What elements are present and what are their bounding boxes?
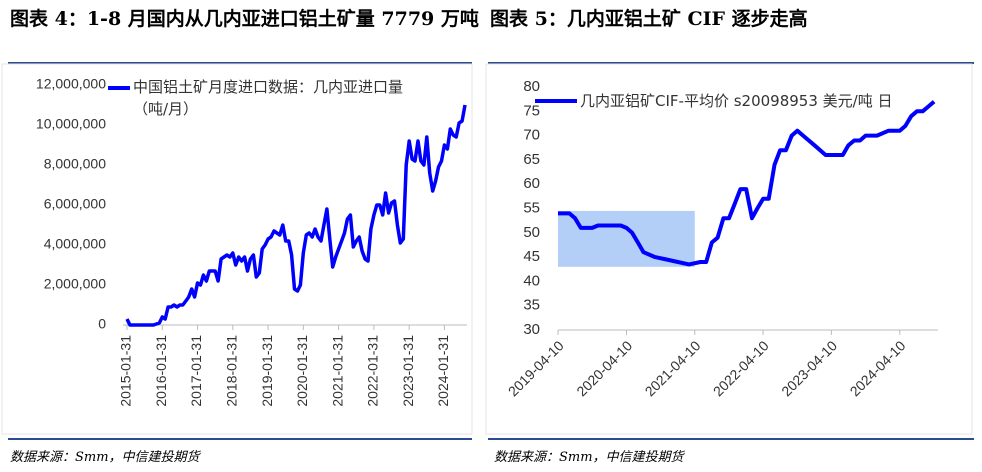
x-tick-label: 2022-01-31 <box>365 335 381 407</box>
y-tick-label: 75 <box>523 102 540 119</box>
y-tick-label: 55 <box>523 199 540 216</box>
x-tick-label: 2022-04-10 <box>710 337 772 399</box>
highlight-box <box>558 210 695 267</box>
x-tick-label: 2023-01-31 <box>400 335 416 407</box>
y-tick-label: 8,000,000 <box>44 156 106 172</box>
y-tick-label: 40 <box>523 272 540 289</box>
y-tick-label: 30 <box>523 321 540 338</box>
chart-title: 图表 5：几内亚铝土矿 CIF 逐步走高 <box>490 8 808 30</box>
x-tick-label: 2020-01-31 <box>294 335 310 407</box>
y-tick-label: 80 <box>523 78 540 95</box>
y-tick-label: 10,000,000 <box>36 116 106 132</box>
y-tick-label: 12,000,000 <box>36 76 106 92</box>
x-tick-label: 2019-04-10 <box>505 337 567 399</box>
chart-title: 图表 4：1-8 月国内从几内亚进口铝土矿量 7779 万吨 <box>10 8 479 30</box>
series-line <box>558 100 936 267</box>
x-tick-label: 2021-04-10 <box>642 337 704 399</box>
chart: 30 35 40 45 50 55 60 65 70 75 80 2019-04-10 2020-04-… <box>485 63 973 435</box>
rule <box>488 62 974 64</box>
y-tick-label: 2,000,000 <box>44 276 106 292</box>
x-tick-label: 2024-04-10 <box>847 337 909 399</box>
source: 数据来源：Smm，中信建投期货 <box>10 450 200 465</box>
legend-label: 中国铝土矿月度进口数据：几内亚进口量（吨/月） <box>133 78 404 118</box>
x-tick-label: 2017-01-31 <box>188 335 204 407</box>
y-tick-label: 45 <box>523 248 540 265</box>
y-tick-label: 50 <box>523 224 540 241</box>
y-tick-label: 0 <box>98 316 106 332</box>
x-tick-label: 2016-01-31 <box>153 335 169 407</box>
y-tick-label: 60 <box>523 175 540 192</box>
x-tick-label: 2024-01-31 <box>435 335 451 407</box>
rule <box>8 62 472 64</box>
x-tick-label: 2021-01-31 <box>329 335 345 407</box>
rule <box>8 438 472 440</box>
y-tick-label: 65 <box>523 151 540 168</box>
x-tick-label: 2019-01-31 <box>259 335 275 407</box>
x-tick-label: 2018-01-31 <box>224 335 240 407</box>
x-tick-label: 2023-04-10 <box>778 337 840 399</box>
series-line <box>125 104 467 327</box>
rule <box>488 438 974 440</box>
y-tick-label: 6,000,000 <box>44 196 106 212</box>
chart: 0 2,000,000 4,000,000 6,000,000 8,000,000 10,… <box>1 63 473 435</box>
y-tick-label: 4,000,000 <box>44 236 106 252</box>
y-tick-label: 35 <box>523 297 540 314</box>
legend-label: 几内亚铝矿CIF-平均价 s20098953 美元/吨 日 <box>580 92 893 110</box>
source: 数据来源：Smm，中信建投期货 <box>494 450 684 465</box>
x-tick-label: 2015-01-31 <box>118 335 134 407</box>
y-tick-label: 70 <box>523 127 540 144</box>
plot-frame <box>485 63 973 435</box>
plot-frame <box>1 63 473 435</box>
x-tick-label: 2020-04-10 <box>573 337 635 399</box>
